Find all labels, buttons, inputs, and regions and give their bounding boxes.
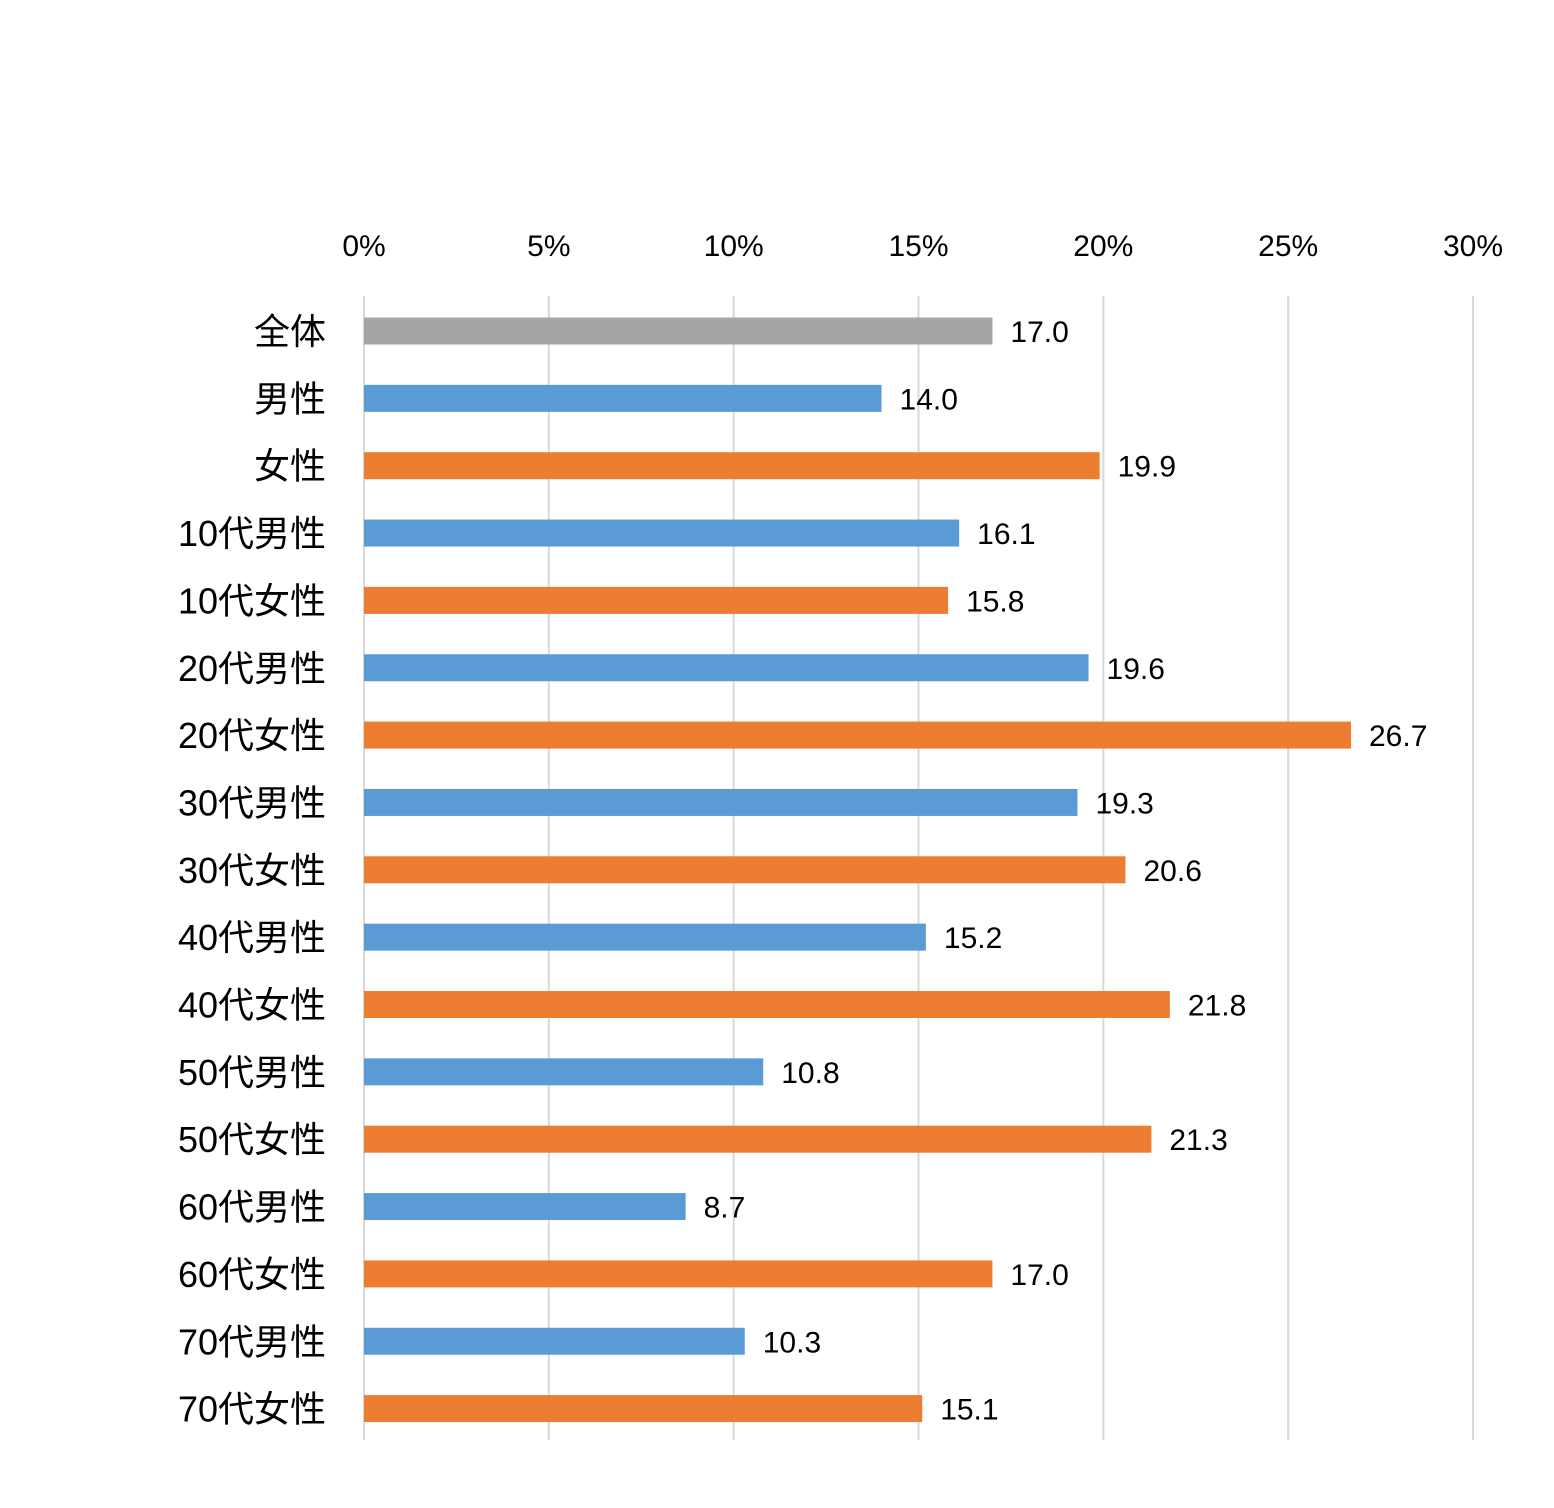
bar bbox=[364, 1260, 993, 1288]
data-label: 17.0 bbox=[1010, 316, 1068, 349]
data-label: 26.7 bbox=[1369, 720, 1427, 753]
bar bbox=[364, 1395, 923, 1423]
data-label: 19.9 bbox=[1118, 451, 1176, 484]
category-label: 60代男性 bbox=[178, 1187, 326, 1228]
category-label: 60代女性 bbox=[178, 1254, 326, 1295]
category-label: 70代男性 bbox=[178, 1321, 326, 1362]
data-label: 8.7 bbox=[704, 1192, 746, 1225]
category-label: 女性 bbox=[254, 446, 326, 487]
x-tick-label: 20% bbox=[1073, 230, 1133, 263]
data-label: 15.2 bbox=[944, 922, 1002, 955]
bar bbox=[364, 1125, 1152, 1153]
data-label: 10.8 bbox=[781, 1057, 839, 1090]
category-label: 10代男性 bbox=[178, 513, 326, 554]
category-label: 10代女性 bbox=[178, 580, 326, 621]
category-label: 30代女性 bbox=[178, 850, 326, 891]
category-label: 男性 bbox=[254, 378, 326, 419]
x-tick-label: 30% bbox=[1443, 230, 1503, 263]
category-label: 50代男性 bbox=[178, 1052, 326, 1093]
x-axis-ticks: 0% 5% 10% 15% 20% 25% 30% bbox=[342, 230, 1503, 263]
data-label: 21.3 bbox=[1169, 1124, 1227, 1157]
bar bbox=[364, 856, 1126, 884]
category-label: 70代女性 bbox=[178, 1389, 326, 1430]
category-label: 30代男性 bbox=[178, 782, 326, 823]
category-label: 40代女性 bbox=[178, 985, 326, 1026]
data-label: 15.8 bbox=[966, 585, 1024, 618]
bar bbox=[364, 1058, 764, 1086]
bar bbox=[364, 654, 1089, 682]
data-label: 21.8 bbox=[1188, 990, 1246, 1023]
bar bbox=[364, 788, 1078, 816]
bar bbox=[364, 991, 1170, 1018]
data-label: 14.0 bbox=[900, 383, 958, 416]
bars bbox=[364, 317, 1352, 1423]
data-label: 17.0 bbox=[1010, 1259, 1068, 1292]
bar bbox=[364, 923, 926, 951]
data-label: 16.1 bbox=[977, 518, 1035, 551]
data-label: 15.1 bbox=[940, 1394, 998, 1427]
bar bbox=[364, 1327, 745, 1355]
x-tick-label: 10% bbox=[704, 230, 764, 263]
bar bbox=[364, 1193, 686, 1221]
category-label: 50代女性 bbox=[178, 1119, 326, 1160]
category-label: 20代男性 bbox=[178, 648, 326, 689]
x-tick-label: 5% bbox=[527, 230, 570, 263]
data-label: 10.3 bbox=[763, 1326, 821, 1359]
data-label: 20.6 bbox=[1144, 855, 1202, 888]
value-labels: 17.0 14.0 19.9 16.1 15.8 19.6 26.7 19.3 20.6 15.2… bbox=[704, 316, 1428, 1427]
x-tick-label: 25% bbox=[1258, 230, 1318, 263]
x-tick-label: 15% bbox=[888, 230, 948, 263]
bar bbox=[364, 586, 949, 614]
bar bbox=[364, 384, 882, 412]
category-label: 全体 bbox=[254, 311, 326, 352]
category-label: 20代女性 bbox=[178, 715, 326, 756]
bar bbox=[364, 721, 1352, 749]
data-label: 19.3 bbox=[1095, 787, 1153, 820]
data-label: 19.6 bbox=[1107, 653, 1165, 686]
x-tick-label: 0% bbox=[342, 230, 385, 263]
category-label: 40代男性 bbox=[178, 917, 326, 958]
bar bbox=[364, 452, 1100, 480]
bar bbox=[364, 317, 993, 345]
bar bbox=[364, 519, 960, 547]
